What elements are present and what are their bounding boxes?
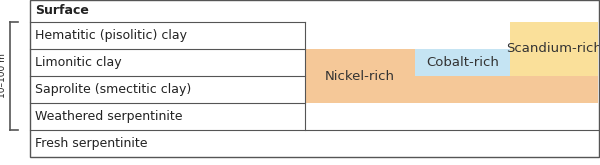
Bar — [415, 76, 598, 103]
Text: Hematitic (pisolitic) clay: Hematitic (pisolitic) clay — [35, 29, 187, 42]
Text: 10–100 m: 10–100 m — [0, 54, 8, 99]
Text: Cobalt-rich: Cobalt-rich — [426, 56, 499, 69]
Text: Scandium-rich: Scandium-rich — [506, 43, 600, 55]
Text: Fresh serpentinite: Fresh serpentinite — [35, 137, 148, 150]
Text: Limonitic clay: Limonitic clay — [35, 56, 122, 69]
Bar — [415, 49, 510, 76]
Bar — [305, 49, 415, 103]
Bar — [510, 22, 598, 76]
Text: Weathered serpentinite: Weathered serpentinite — [35, 110, 182, 123]
Text: Surface: Surface — [35, 4, 89, 17]
Text: Nickel-rich: Nickel-rich — [325, 69, 395, 82]
Text: Saprolite (smectitic clay): Saprolite (smectitic clay) — [35, 83, 191, 96]
